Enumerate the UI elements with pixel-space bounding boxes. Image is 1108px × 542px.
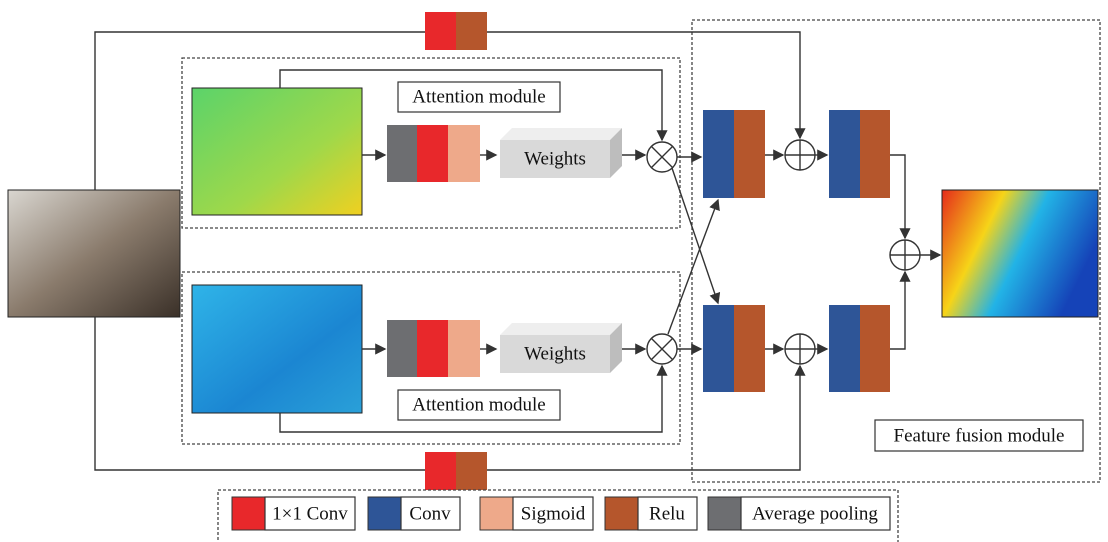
legend-swatch <box>232 497 265 530</box>
module-label: Attention module <box>412 394 546 415</box>
legend-swatch <box>708 497 741 530</box>
conv1x1-block <box>417 320 448 377</box>
relu-block <box>860 110 890 198</box>
sigmoid-block <box>448 125 480 182</box>
diagram: Weights Attention module Weights Attenti… <box>0 0 1108 542</box>
connector <box>890 272 905 349</box>
conv1x1-block <box>417 125 448 182</box>
fusion-label: Feature fusion module <box>894 425 1065 446</box>
legend-label: 1×1 Conv <box>272 503 348 524</box>
conv1x1-block <box>425 452 456 490</box>
legend-swatch <box>480 497 513 530</box>
legend-label: Average pooling <box>752 503 878 524</box>
feature-map <box>192 285 362 413</box>
weights-label: Weights <box>524 148 586 169</box>
relu-block <box>456 12 487 50</box>
output-image <box>942 190 1098 317</box>
module-label: Attention module <box>412 86 546 107</box>
avgpool-block <box>387 125 417 182</box>
conv1x1-block <box>425 12 456 50</box>
weights-label: Weights <box>524 343 586 364</box>
connector <box>890 155 905 238</box>
input-image <box>8 190 180 317</box>
conv-block <box>703 110 734 198</box>
weights-top <box>500 128 622 140</box>
feature-map <box>192 88 362 215</box>
relu-block <box>734 110 765 198</box>
legend-swatch <box>368 497 401 530</box>
legend-swatch <box>605 497 638 530</box>
conv-block <box>829 110 860 198</box>
legend-label: Sigmoid <box>521 503 586 524</box>
legend-label: Relu <box>649 503 685 524</box>
sigmoid-block <box>448 320 480 377</box>
avgpool-block <box>387 320 417 377</box>
legend-label: Conv <box>409 503 451 524</box>
conv-block <box>829 305 860 392</box>
relu-block <box>734 305 765 392</box>
conv-block <box>703 305 734 392</box>
relu-block <box>860 305 890 392</box>
relu-block <box>456 452 487 490</box>
weights-top <box>500 323 622 335</box>
